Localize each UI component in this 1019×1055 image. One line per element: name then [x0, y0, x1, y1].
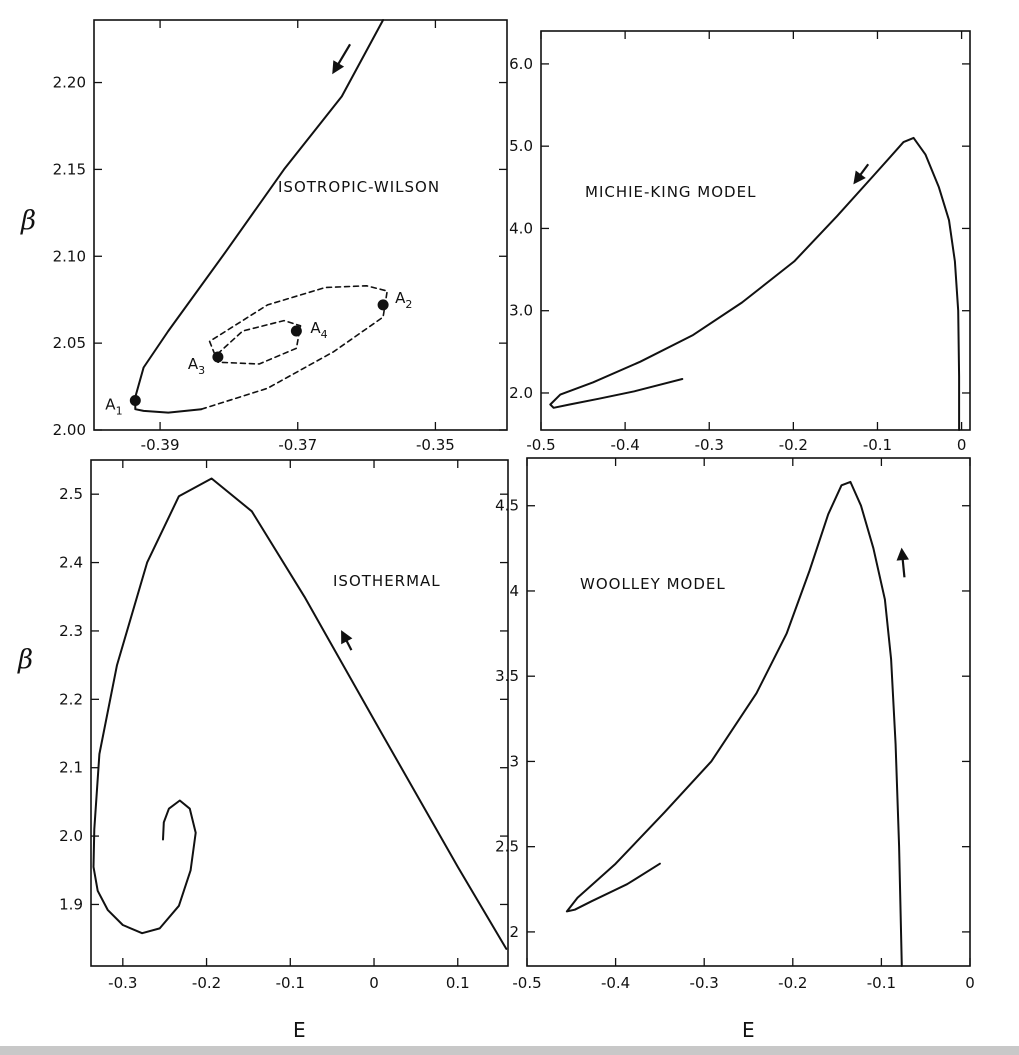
series-line-dashed — [200, 285, 388, 410]
y-tick-label: 2.4 — [59, 554, 83, 572]
x-tick-label: -0.2 — [778, 974, 807, 992]
x-tick-label: -0.35 — [416, 436, 455, 454]
data-point — [129, 394, 141, 406]
y-tick-label: 2.10 — [53, 247, 86, 265]
x-tick-label: -0.2 — [192, 974, 221, 992]
x-tick-label: -0.2 — [779, 436, 808, 454]
window-bottom-bar — [0, 1046, 1019, 1055]
panel-title: WOOLLEY MODEL — [580, 575, 726, 593]
direction-arrowhead — [341, 630, 353, 645]
panel-michie-king: 2.0 3.0 4.0 5.0 6.0 -0.5 -0.4 -0.3 -0.2 -0.1 0 MICH… — [509, 30, 971, 454]
x-tick-label: -0.1 — [863, 436, 892, 454]
panel-isotropic-wilson: 2.00 2.05 2.10 2.15 2.20 -0.39 -0.37 -0.35 A1 A2 A… — [53, 19, 508, 454]
data-point — [212, 351, 224, 363]
y-axis-label-top: β — [20, 206, 36, 236]
x-axis-label-left: E — [293, 1018, 306, 1042]
x-tick-label: -0.5 — [526, 436, 555, 454]
y-tick-label: 2.15 — [53, 160, 86, 178]
point-label: A3 — [188, 355, 205, 377]
direction-arrowhead — [896, 547, 909, 561]
panel-title: ISOTHERMAL — [333, 572, 441, 590]
x-tick-label: -0.1 — [276, 974, 305, 992]
y-tick-label: 3.5 — [495, 667, 519, 685]
series-line — [92, 477, 508, 950]
y-tick-label: 4.5 — [495, 497, 519, 515]
y-tick-label: 5.0 — [509, 137, 533, 155]
plot-frame — [90, 459, 509, 967]
y-tick-label: 2.5 — [495, 838, 519, 856]
y-tick-label: 6.0 — [509, 55, 533, 73]
point-label: A1 — [105, 395, 122, 417]
x-tick-label: -0.39 — [141, 436, 180, 454]
x-tick-label: -0.37 — [278, 436, 317, 454]
series-line — [565, 480, 903, 967]
y-tick-label: 2.0 — [59, 827, 83, 845]
x-tick-label: -0.4 — [610, 436, 639, 454]
x-tick-label: -0.3 — [690, 974, 719, 992]
x-tick-label: 0 — [965, 974, 975, 992]
y-tick-label: 2.00 — [53, 421, 86, 439]
y-tick-label: 3.0 — [509, 302, 533, 320]
y-tick-label: 4 — [509, 582, 519, 600]
x-tick-label: -0.5 — [512, 974, 541, 992]
plot-frame — [93, 19, 508, 431]
x-tick-label: -0.3 — [695, 436, 724, 454]
x-axis-label-right: E — [742, 1018, 755, 1042]
y-tick-label: 2.2 — [59, 690, 83, 708]
x-tick-label: -0.1 — [867, 974, 896, 992]
point-label: A4 — [310, 319, 327, 341]
y-tick-label: 2.5 — [59, 485, 83, 503]
y-axis-label-bottom: β — [17, 645, 33, 675]
direction-arrowhead — [332, 60, 345, 75]
x-tick-label: 0.1 — [446, 974, 470, 992]
y-tick-label: 2.1 — [59, 759, 83, 777]
y-tick-label: 2 — [509, 923, 519, 941]
y-tick-label: 4.0 — [509, 219, 533, 237]
x-tick-label: -0.4 — [601, 974, 630, 992]
y-tick-label: 2.0 — [509, 384, 533, 402]
series-line — [134, 19, 385, 414]
series-line — [549, 136, 961, 431]
data-point — [377, 299, 389, 311]
data-point — [290, 325, 302, 337]
direction-arrowhead — [853, 170, 866, 185]
y-tick-label: 2.05 — [53, 334, 86, 352]
plot-frame — [526, 457, 971, 967]
x-tick-label: 0 — [369, 974, 379, 992]
x-tick-label: -0.3 — [108, 974, 137, 992]
panel-woolley: 2 2.5 3 3.5 4 4.5 -0.5 -0.4 -0.3 -0.2 -0.1 0 WOOLLEY… — [495, 457, 975, 992]
y-tick-label: 2.20 — [53, 74, 86, 92]
panel-title: MICHIE-KING MODEL — [585, 183, 756, 201]
plot-frame — [540, 30, 971, 431]
y-tick-label: 1.9 — [59, 895, 83, 913]
point-label: A2 — [395, 289, 412, 311]
y-tick-label: 3 — [509, 752, 519, 770]
panel-isothermal: 1.9 2.0 2.1 2.2 2.3 2.4 2.5 -0.3 -0.2 -0.1 0 0.1 ISO… — [59, 459, 509, 992]
y-tick-label: 2.3 — [59, 622, 83, 640]
x-tick-label: 0 — [957, 436, 967, 454]
panel-title: ISOTROPIC-WILSON — [278, 178, 440, 196]
